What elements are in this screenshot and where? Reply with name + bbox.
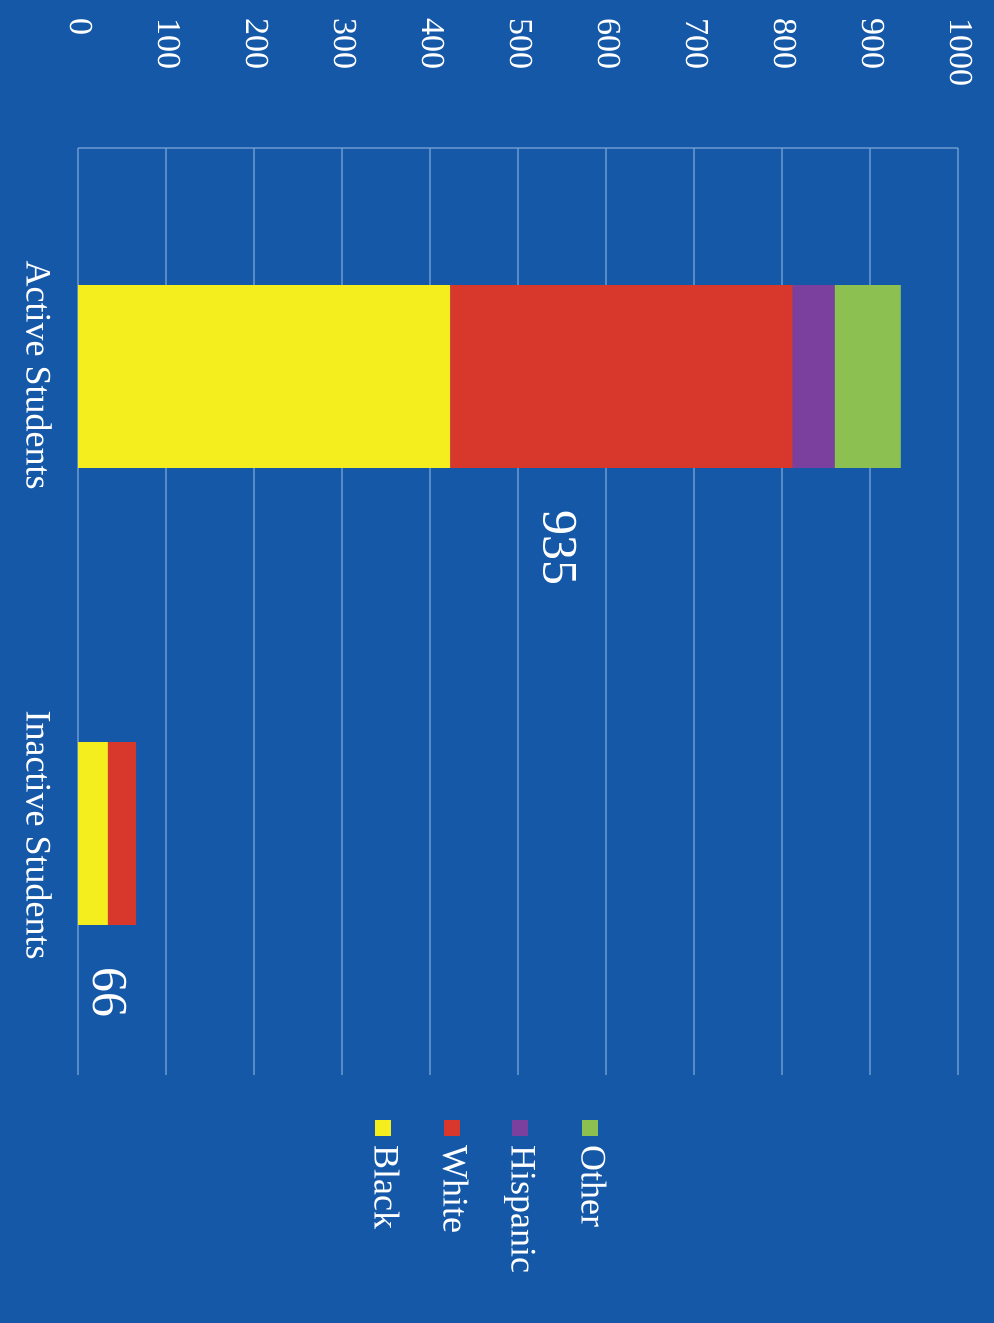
legend-swatch: [512, 1120, 528, 1136]
bar-segment: [107, 742, 137, 925]
legend-label: Other: [574, 1145, 614, 1227]
bar-segment: [450, 285, 793, 468]
legend-swatch: [582, 1120, 598, 1136]
legend-swatch: [444, 1120, 460, 1136]
y-tick-label: 800: [766, 18, 803, 69]
y-tick-label: 1000: [942, 18, 979, 86]
y-tick-label: 400: [414, 18, 451, 69]
bar-segment: [78, 285, 451, 468]
bar-segment: [792, 285, 835, 468]
y-tick-label: 0: [62, 18, 99, 35]
y-tick-label: 200: [238, 18, 275, 69]
bar-segment: [834, 285, 901, 468]
y-tick-label: 500: [502, 18, 539, 69]
y-tick-label: 300: [326, 18, 363, 69]
y-tick-label: 600: [590, 18, 627, 69]
bar-segment: [78, 742, 108, 925]
category-label: Inactive Students: [19, 711, 59, 960]
legend-swatch: [375, 1120, 391, 1136]
legend-label: Hispanic: [504, 1145, 544, 1273]
y-tick-label: 700: [678, 18, 715, 69]
category-label: Active Students: [19, 261, 59, 490]
y-tick-label: 100: [150, 18, 187, 69]
total-label: 935: [533, 510, 589, 585]
legend-label: White: [436, 1145, 476, 1233]
y-tick-label: 900: [854, 18, 891, 69]
total-label: 66: [83, 967, 139, 1017]
legend-label: Black: [367, 1145, 407, 1229]
